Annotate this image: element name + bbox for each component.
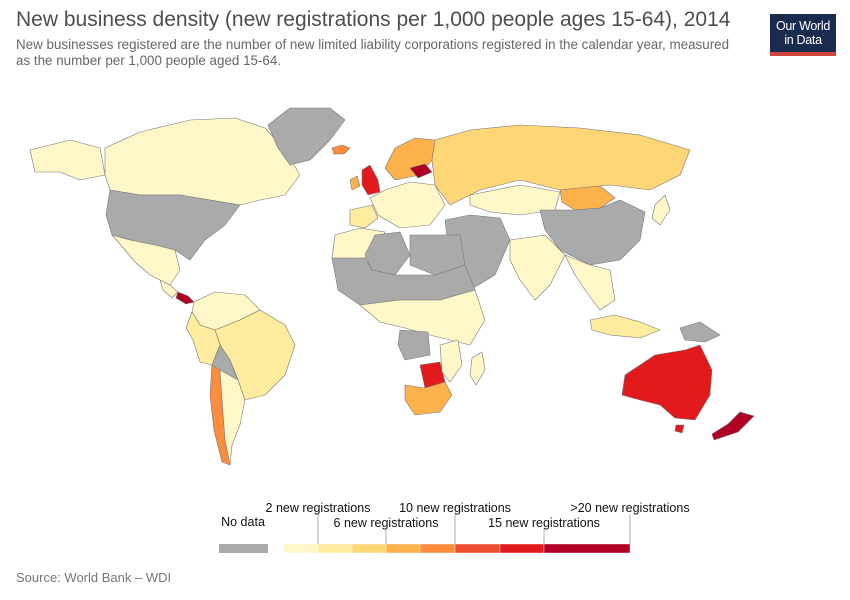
legend-label-0: 2 new registrations [266,501,371,515]
source-note: Source: World Bank – WDI [16,570,172,585]
country-india[interactable] [509,234,566,301]
country-china[interactable] [539,199,646,266]
country-indonesia[interactable] [589,314,661,339]
country-iceland[interactable] [331,144,351,155]
legend-swatch-1 [317,543,353,554]
country-mozambique[interactable] [439,339,463,383]
country-madagascar[interactable] [469,351,486,386]
legend-swatch-7 [543,543,631,554]
country-sahel[interactable] [331,257,476,306]
country-angola[interactable] [397,329,431,361]
country-greenland[interactable] [267,107,346,166]
owid-logo[interactable]: Our World in Data [770,14,836,56]
country-tasmania[interactable] [674,424,685,434]
country-spain[interactable] [349,204,379,229]
country-estonia[interactable] [409,163,433,179]
country-central-africa[interactable] [359,289,486,346]
country-western-europe[interactable] [369,181,446,229]
country-alaska[interactable] [29,139,106,181]
country-kazakhstan[interactable] [469,184,561,216]
country-argentina[interactable] [219,369,246,466]
legend-label-1: 6 new registrations [334,516,439,530]
world-map[interactable] [0,95,850,475]
legend-no-data-label: No data [221,515,265,529]
country-united-kingdom[interactable] [361,164,381,196]
logo-line-1: Our World [775,19,831,33]
country-ireland[interactable] [349,175,361,191]
legend-swatch-6 [499,543,545,554]
chart-title: New business density (new registrations … [16,8,731,31]
logo-line-2: in Data [784,33,822,47]
country-australia[interactable] [621,344,713,421]
country-japan[interactable] [651,194,671,226]
legend-swatch-4 [419,543,456,554]
legend-label-3: 15 new registrations [488,516,600,530]
country-panama[interactable] [175,291,195,305]
legend-swatch-2 [351,543,387,554]
country-russia[interactable] [431,124,691,206]
country-south-africa[interactable] [404,381,453,416]
country-southeast-asia[interactable] [564,254,616,311]
country-central-america[interactable] [159,279,179,299]
country-new-zealand[interactable] [711,411,755,441]
legend-swatch-5 [454,543,501,554]
chart-subtitle: New businesses registered are the number… [16,37,730,68]
legend-label-4: >20 new registrations [570,501,689,515]
country-new-guinea[interactable] [679,321,721,343]
legend-swatch-0 [283,543,319,554]
legend-label-2: 10 new registrations [399,501,511,515]
legend-swatch-3 [385,543,421,554]
legend-no-data-swatch [219,544,268,553]
